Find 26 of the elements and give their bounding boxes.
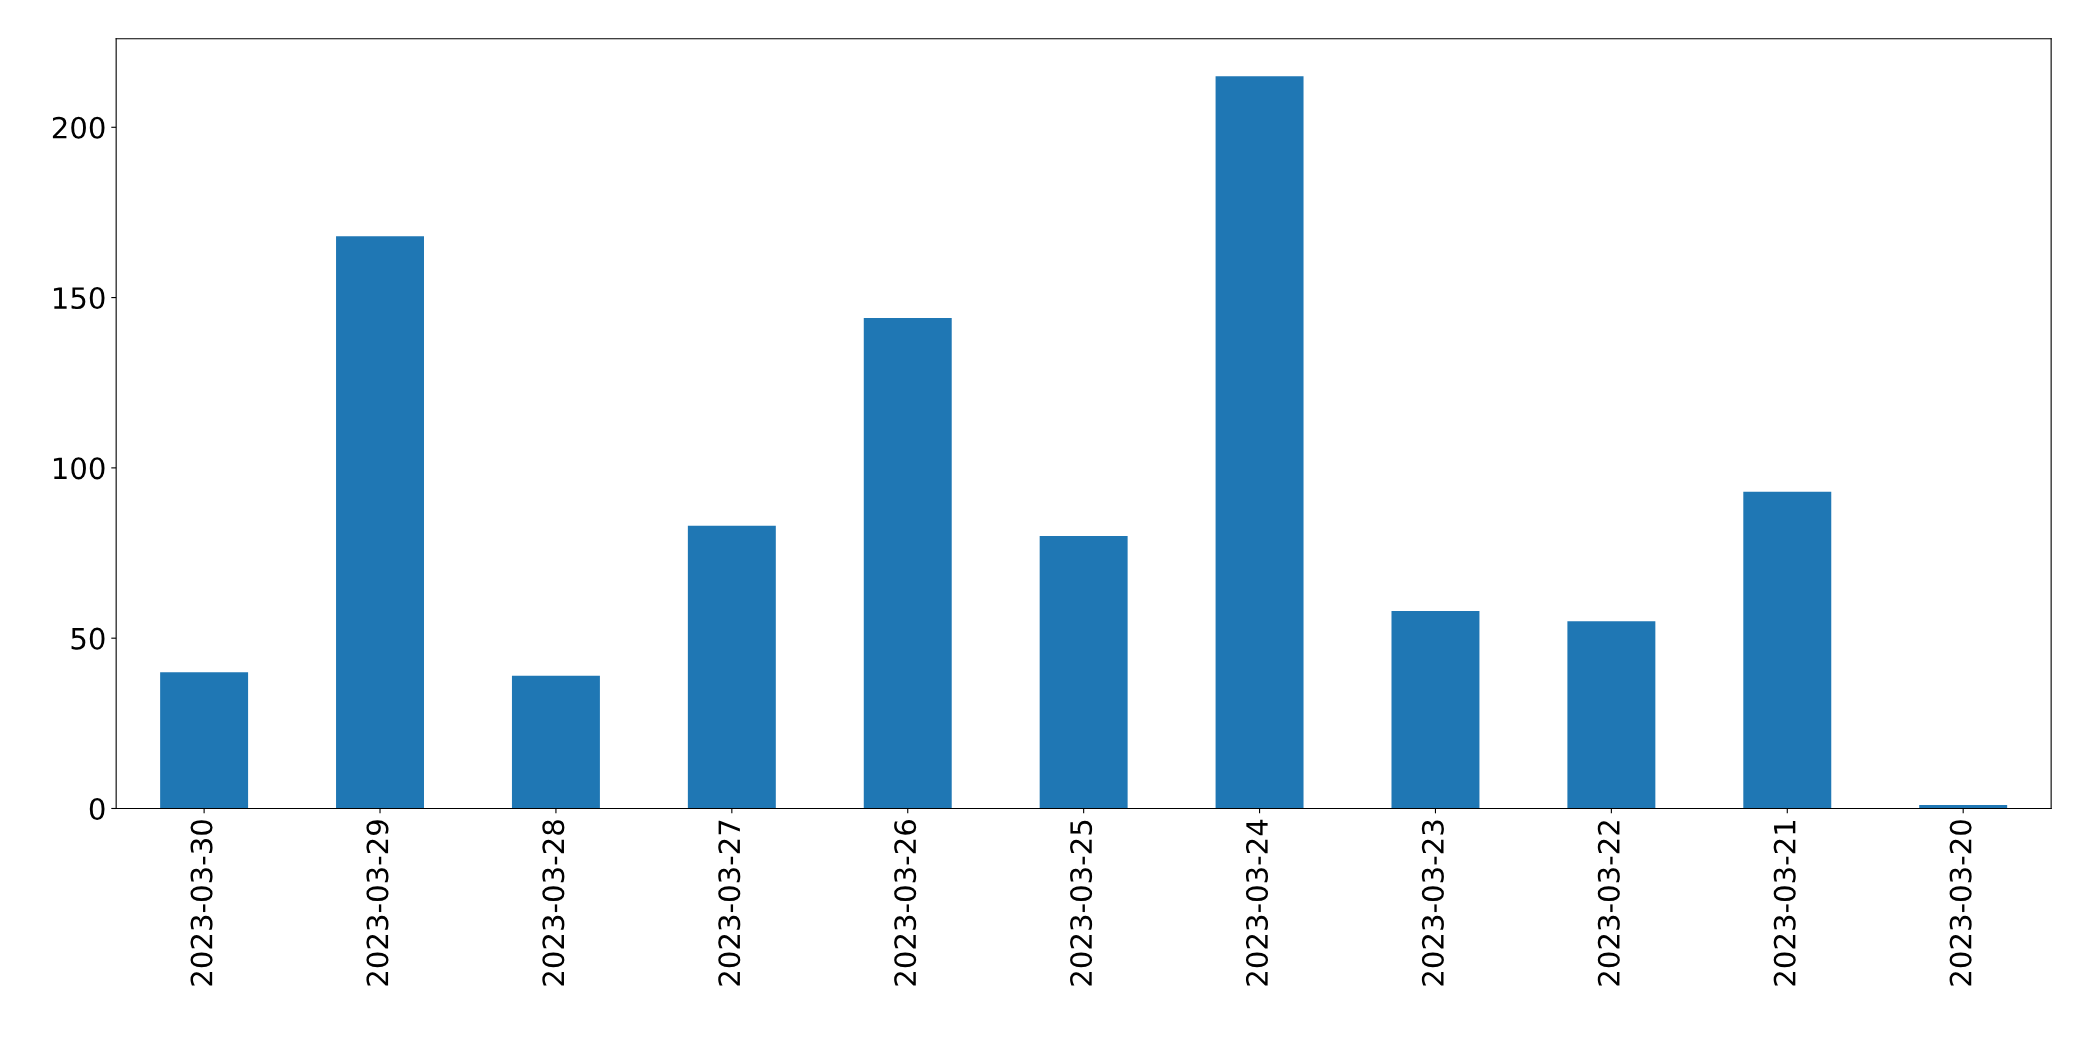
bar: [1567, 621, 1656, 809]
x-tick-label: 2023-03-28: [542, 820, 565, 986]
x-tick-label: 2023-03-25: [1070, 820, 1093, 986]
bar: [1743, 491, 1832, 809]
y-tick-label: 200: [52, 116, 105, 139]
x-tick-label: 2023-03-23: [1421, 820, 1444, 986]
bar: [160, 672, 249, 809]
bar: [336, 236, 424, 809]
bar: [1391, 610, 1480, 809]
x-tick-label: 2023-03-22: [1597, 821, 1620, 986]
x-tick-label: 2023-03-24: [1245, 819, 1269, 986]
bar: [1215, 76, 1304, 809]
y-tick-label: 50: [71, 627, 105, 650]
x-tick-label: 2023-03-29: [366, 820, 389, 986]
x-tick-label: 2023-03-30: [190, 820, 213, 986]
bar: [687, 525, 776, 809]
x-tick-label: 2023-03-21: [1773, 820, 1796, 986]
y-tick-label: 100: [53, 457, 105, 480]
x-tick-label: 2023-03-27: [718, 820, 741, 986]
x-tick-label: 2023-03-26: [894, 820, 917, 986]
bar: [863, 318, 952, 809]
y-tick-label: 0: [89, 797, 105, 820]
bar: [511, 675, 600, 809]
bar: [1039, 536, 1128, 809]
x-tick-label: 2023-03-20: [1949, 820, 1972, 986]
y-tick-label: 150: [53, 287, 105, 310]
